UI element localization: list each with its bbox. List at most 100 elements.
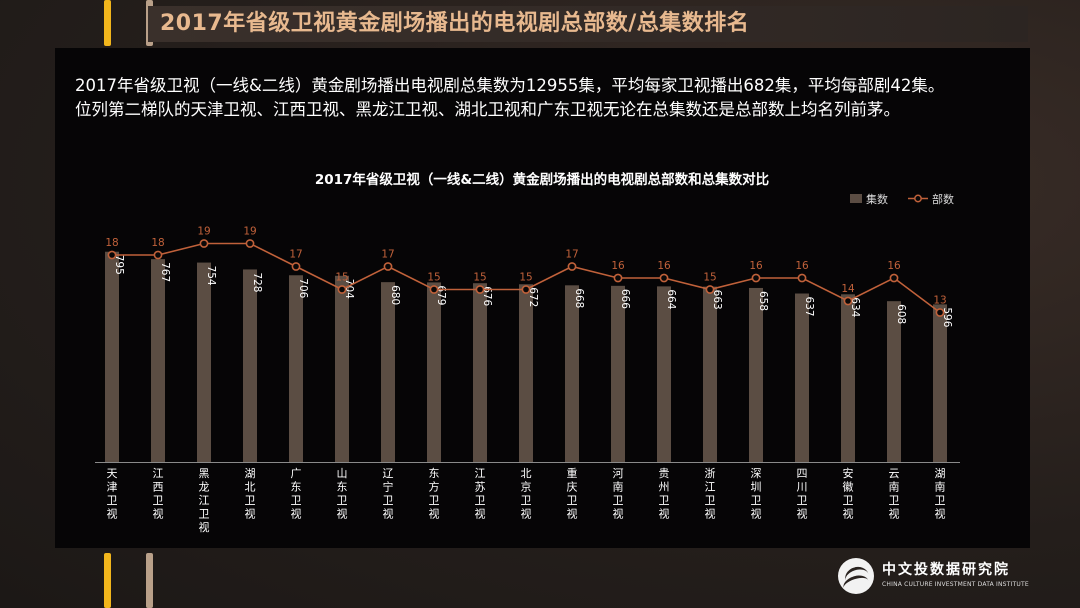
- legend-label-bars: 集数: [866, 192, 888, 206]
- line-value-label-10: 17: [565, 249, 578, 261]
- x-tick-label-10: 重庆卫视: [567, 466, 578, 521]
- line-value-label-18: 13: [933, 295, 946, 307]
- bar-value-label-15: 637: [803, 297, 815, 317]
- bar-value-label-14: 658: [757, 291, 769, 311]
- bar-value-label-12: 664: [665, 289, 677, 309]
- summary-line-2: 位列第二梯队的天津卫视、江西卫视、黑龙江卫视、湖北卫视和广东卫视无论在总集数还是…: [75, 100, 900, 119]
- line-value-label-13: 15: [703, 272, 716, 284]
- line-value-label-15: 16: [795, 260, 809, 272]
- bar-11: [611, 285, 625, 462]
- line-value-label-1: 18: [151, 237, 164, 249]
- decor-yellow-stripe-bottom: [104, 553, 111, 608]
- x-tick-label-4: 广东卫视: [291, 467, 302, 521]
- bar-5: [335, 275, 349, 462]
- bar-6: [381, 282, 395, 462]
- line-marker-8: [475, 285, 485, 294]
- line-marker-2: [199, 239, 209, 248]
- bar-9: [519, 284, 533, 462]
- bar-8: [473, 283, 487, 462]
- line-marker-11: [613, 273, 623, 283]
- legend-bar-swatch: [850, 194, 862, 203]
- bar-value-label-4: 706: [297, 278, 309, 298]
- logo-name-cn: 中文投数据研究院: [882, 562, 1010, 578]
- bar-14: [749, 287, 763, 462]
- decor-tan-stripe-bottom: [146, 553, 153, 608]
- bar-value-label-2: 754: [205, 266, 217, 286]
- bar-value-label-17: 608: [895, 304, 907, 324]
- bar-16: [841, 294, 855, 462]
- line-value-label-9: 15: [519, 272, 532, 284]
- line-marker-13: [705, 285, 715, 294]
- summary-text: 2017年省级卫视（一线&二线）黄金剧场播出电视剧总集数为12955集，平均每家…: [75, 74, 1025, 122]
- page-title: 2017年省级卫视黄金剧场播出的电视剧总部数/总集数排名: [160, 11, 750, 36]
- line-marker-10: [567, 262, 577, 271]
- bar-4: [289, 275, 303, 462]
- x-tick-label-9: 北京卫视: [521, 467, 532, 521]
- line-marker-16: [843, 296, 853, 306]
- bar-value-label-10: 668: [573, 288, 585, 308]
- bar-3: [243, 269, 257, 462]
- x-tick-label-11: 河南卫视: [613, 467, 624, 521]
- bar-value-label-11: 666: [619, 289, 631, 309]
- x-tick-label-8: 江苏卫视: [475, 467, 486, 521]
- line-value-label-8: 15: [473, 272, 486, 284]
- summary-line-1: 2017年省级卫视（一线&二线）黄金剧场播出电视剧总集数为12955集，平均每家…: [75, 76, 945, 95]
- bar-2: [197, 262, 211, 462]
- line-value-label-4: 17: [289, 249, 302, 261]
- x-tick-label-5: 山东卫视: [337, 467, 348, 521]
- x-tick-label-1: 江西卫视: [153, 467, 164, 521]
- bar-7: [427, 282, 441, 462]
- line-value-label-2: 19: [197, 226, 210, 238]
- legend-line-marker: [914, 194, 922, 203]
- bar-0: [105, 251, 119, 462]
- line-value-label-6: 17: [381, 249, 394, 261]
- line-marker-18: [935, 308, 945, 317]
- line-marker-15: [797, 273, 807, 283]
- logo: 中文投数据研究院 CHINA CULTURE INVESTMENT DATA I…: [838, 556, 1038, 600]
- x-tick-label-15: 四川卫视: [797, 467, 808, 521]
- bar-value-label-9: 672: [527, 287, 539, 307]
- bar-12: [657, 286, 671, 462]
- line-marker-14: [751, 273, 761, 283]
- line-value-label-0: 18: [105, 237, 118, 249]
- x-tick-label-2: 黑龙江卫视: [199, 467, 210, 534]
- bar-18: [933, 304, 947, 462]
- x-tick-label-17: 云南卫视: [889, 467, 900, 521]
- line-value-label-16: 14: [841, 283, 855, 295]
- line-value-label-11: 16: [611, 260, 625, 272]
- line-value-label-3: 19: [243, 226, 256, 238]
- title-bar: [148, 6, 1028, 42]
- bar-17: [887, 301, 901, 462]
- x-tick-label-14: 深圳卫视: [751, 467, 762, 521]
- x-tick-label-13: 浙江卫视: [705, 467, 716, 521]
- logo-name-en: CHINA CULTURE INVESTMENT DATA INSTITUTE: [882, 581, 1029, 588]
- x-tick-label-16: 安徽卫视: [843, 466, 854, 521]
- bar-value-label-0: 795: [113, 255, 125, 275]
- x-tick-label-12: 贵州卫视: [659, 467, 670, 521]
- x-tick-label-0: 天津卫视: [107, 467, 118, 521]
- line-value-label-12: 16: [657, 260, 671, 272]
- bar-value-label-3: 728: [251, 272, 263, 292]
- legend-label-line: 部数: [932, 192, 954, 206]
- bar-15: [795, 293, 809, 462]
- line-marker-12: [659, 273, 669, 283]
- line-marker-4: [291, 262, 301, 271]
- bar-value-label-1: 767: [159, 262, 171, 282]
- line-marker-3: [245, 239, 255, 248]
- bar-value-label-6: 680: [389, 285, 401, 305]
- chart-title: 2017年省级卫视（一线&二线）黄金剧场播出的电视剧总部数和总集数对比: [315, 171, 769, 188]
- line-value-label-17: 16: [887, 260, 901, 272]
- decor-yellow-stripe-top: [104, 0, 111, 46]
- x-tick-label-7: 东方卫视: [429, 467, 440, 521]
- line-value-label-14: 16: [749, 260, 763, 272]
- content-panel: [55, 48, 1030, 548]
- bar-1: [151, 259, 165, 462]
- line-marker-0: [107, 250, 117, 260]
- line-marker-6: [383, 262, 393, 271]
- line-value-label-7: 15: [427, 272, 440, 284]
- line-marker-7: [429, 285, 439, 294]
- bar-13: [703, 286, 717, 462]
- x-tick-label-3: 湖北卫视: [245, 467, 256, 521]
- line-marker-9: [521, 285, 531, 294]
